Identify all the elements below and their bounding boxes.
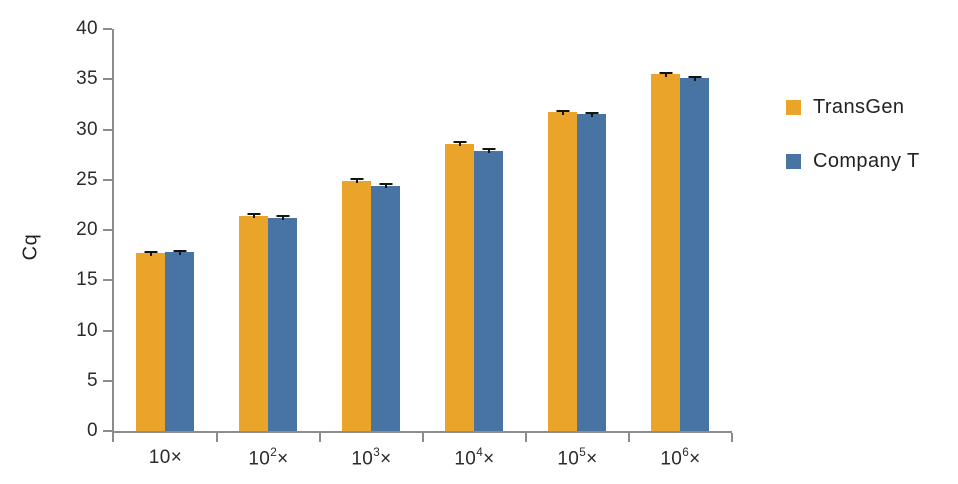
y-tick-label: 15 xyxy=(76,269,98,291)
x-tick-mark xyxy=(112,433,114,442)
y-tick-mark xyxy=(103,279,112,282)
error-bar-cap xyxy=(482,148,495,151)
error-bar-cap xyxy=(173,249,186,252)
y-tick-label: 20 xyxy=(76,219,98,240)
error-bar-stem xyxy=(487,148,490,154)
x-tick-label: 103× xyxy=(351,445,392,470)
y-tick-mark xyxy=(103,178,112,181)
y-tick-label: 40 xyxy=(76,18,98,39)
plot-area: 0 5 10 15 20 25 30 35 40 10× 102× 103× 104× 105× 106× xyxy=(76,18,733,469)
bar-company-t xyxy=(371,183,400,431)
error-bar-cap xyxy=(585,111,598,114)
legend-item-company-t: Company T xyxy=(786,150,920,173)
error-bar-stem xyxy=(590,111,593,117)
legend: TransGen Company T xyxy=(786,96,920,173)
error-bar-cap xyxy=(350,178,363,181)
legend-label: Company T xyxy=(813,150,920,172)
x-tick-label: 102× xyxy=(248,445,289,470)
error-bar-cap xyxy=(453,141,466,144)
error-bar-stem xyxy=(384,183,387,189)
y-tick-label: 10 xyxy=(76,319,98,341)
error-bar-stem xyxy=(355,178,358,184)
x-tick-mark xyxy=(628,433,630,442)
x-tick-mark xyxy=(525,433,527,442)
bar-company-t xyxy=(268,215,297,431)
legend-swatch xyxy=(786,154,801,169)
error-bar-cap xyxy=(556,109,569,112)
error-bar-stem xyxy=(178,249,181,255)
legend-item-transgen: TransGen xyxy=(786,96,920,119)
bar-group xyxy=(239,213,297,431)
y-tick-mark xyxy=(103,379,112,382)
bar-group xyxy=(548,109,606,431)
bar-transgen xyxy=(445,141,474,431)
bar-company-t xyxy=(577,111,606,431)
bar-group xyxy=(342,178,400,431)
x-tick-label: 104× xyxy=(454,445,495,470)
bar-transgen xyxy=(651,71,680,431)
y-tick-label: 5 xyxy=(87,369,98,391)
y-tick-mark xyxy=(103,128,112,131)
y-tick-label: 25 xyxy=(76,168,98,190)
bar-transgen xyxy=(342,178,371,431)
error-bar-cap xyxy=(379,183,392,186)
y-tick-label: 35 xyxy=(76,68,98,90)
x-tick-mark xyxy=(422,433,424,442)
y-tick-mark xyxy=(103,430,112,432)
bar-transgen xyxy=(548,109,577,431)
error-bar-stem xyxy=(561,109,564,115)
x-tick-mark xyxy=(216,433,218,442)
x-tick-label: 10× xyxy=(148,447,183,468)
x-tick-mark xyxy=(319,433,321,442)
y-tick-label: 0 xyxy=(87,420,98,441)
x-tick-label: 105× xyxy=(557,445,598,470)
legend-label: TransGen xyxy=(813,96,905,118)
bar-company-t xyxy=(474,148,503,431)
bar-transgen xyxy=(136,250,165,431)
legend-swatch xyxy=(786,100,801,115)
bar-group xyxy=(651,71,709,431)
y-axis-title: Cq xyxy=(19,233,42,261)
error-bar-cap xyxy=(688,75,701,78)
bar-company-t xyxy=(680,75,709,431)
y-tick-mark xyxy=(103,329,112,332)
error-bar-cap xyxy=(659,71,672,74)
error-bar-cap xyxy=(247,213,260,216)
error-bar-stem xyxy=(149,250,152,256)
x-tick-mark xyxy=(731,433,733,442)
y-tick-mark xyxy=(103,28,112,30)
error-bar-cap xyxy=(276,215,289,218)
y-tick-mark xyxy=(103,229,112,231)
x-tick-label: 106× xyxy=(660,445,701,470)
bar-company-t xyxy=(165,249,194,431)
bar-group xyxy=(445,141,503,431)
error-bar-stem xyxy=(693,75,696,81)
y-tick-label: 30 xyxy=(76,118,98,140)
error-bar-stem xyxy=(664,71,667,77)
error-bar-stem xyxy=(458,141,461,147)
error-bar-stem xyxy=(281,215,284,221)
error-bar-cap xyxy=(144,250,157,253)
bar-group xyxy=(136,249,194,431)
y-tick-mark xyxy=(103,78,112,81)
bar-transgen xyxy=(239,213,268,431)
error-bar-stem xyxy=(252,213,255,219)
